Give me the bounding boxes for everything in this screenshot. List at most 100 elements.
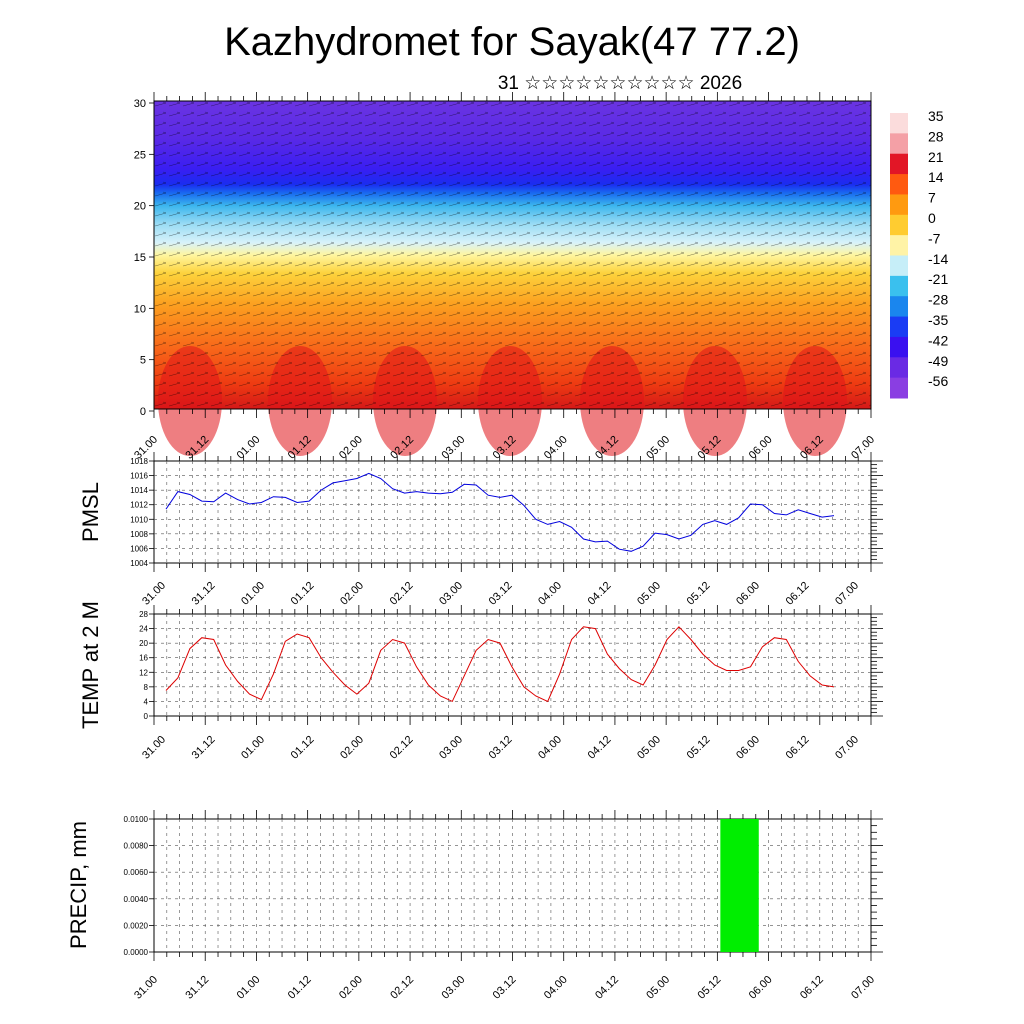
- x-tick-label: 06.12: [784, 580, 812, 608]
- x-tick-label: 06.00: [747, 434, 775, 462]
- y-tick-label: 24: [139, 625, 148, 634]
- x-tick-label: 02.00: [337, 434, 365, 462]
- precip-panel: 0.0000 0.0020 0.0040 0.0060 0.0080 0.0100 PREC…: [66, 810, 883, 1002]
- x-tick-label: 03.00: [439, 434, 467, 462]
- y-tick-label: 20: [139, 639, 148, 648]
- x-tick-label: 01.12: [286, 974, 314, 1002]
- x-tick-label: 02.12: [388, 974, 416, 1002]
- colorbar-swatch: [890, 255, 908, 277]
- colorbar-swatch: [890, 113, 908, 134]
- x-tick-label: 01.00: [239, 580, 267, 608]
- x-tick-label: 04.00: [536, 580, 564, 608]
- data-line: [165, 472, 835, 552]
- x-tick-label: 02.12: [388, 734, 416, 762]
- x-tick-label: 04.00: [542, 974, 570, 1002]
- colorbar-label: -56: [928, 373, 948, 389]
- colorbar-label: -14: [928, 251, 948, 267]
- y-tick-label: 1016: [130, 472, 148, 481]
- y-tick-label: 0: [140, 406, 146, 418]
- x-tick-label: 05.12: [696, 974, 724, 1002]
- x-tick-label: 07.00: [849, 434, 877, 462]
- x-tick-label: 04.12: [586, 580, 614, 608]
- x-tick-label: 03.00: [437, 734, 465, 762]
- x-tick-label: 05.00: [635, 580, 663, 608]
- x-tick-label: 07.00: [833, 734, 861, 762]
- y-tick-label: 4: [144, 697, 149, 706]
- colorbar-swatch: [890, 214, 908, 236]
- y-tick-label: 10: [134, 303, 146, 315]
- y-tick-label: 15: [134, 252, 146, 264]
- chart-title: Kazhydromet for Sayak(47 77.2): [224, 20, 800, 64]
- y-tick-label: 0.0100: [124, 815, 149, 824]
- data-line: [165, 626, 835, 703]
- y-tick-label: 1018: [130, 457, 148, 466]
- precip-bar: [720, 819, 759, 952]
- x-tick-label: 31.00: [140, 734, 168, 762]
- y-tick-label: 12: [139, 668, 148, 677]
- x-tick-label: 06.00: [734, 580, 762, 608]
- x-tick-label: 31.00: [140, 580, 168, 608]
- x-tick-label: 04.12: [593, 974, 621, 1002]
- colorbar-swatch: [890, 296, 908, 318]
- x-tick-label: 07.00: [849, 974, 877, 1002]
- y-tick-label: 1008: [130, 530, 148, 539]
- y-tick-label: 28: [139, 610, 148, 619]
- y-tick-label: 8: [144, 683, 149, 692]
- colorbar-swatch: [890, 336, 908, 358]
- x-tick-label: 04.00: [542, 434, 570, 462]
- x-tick-label: 05.00: [644, 974, 672, 1002]
- colorbar-label: 7: [928, 190, 936, 206]
- y-tick-label: 1012: [130, 501, 148, 510]
- x-tick-label: 03.12: [487, 580, 515, 608]
- x-tick-label: 05.00: [635, 734, 663, 762]
- y-tick-label: 16: [139, 654, 148, 663]
- colorbar-swatch: [890, 275, 908, 297]
- colorbar-swatch: [890, 377, 908, 399]
- colorbar-label: 28: [928, 128, 944, 144]
- x-tick-label: 02.12: [388, 580, 416, 608]
- x-tick-label: 31.12: [190, 580, 218, 608]
- chart-subtitle: 31 ☆☆☆☆☆☆☆☆☆☆ 2026: [497, 73, 743, 94]
- x-tick-label: 04.12: [586, 734, 614, 762]
- x-tick-label: 02.00: [338, 734, 366, 762]
- colorbar-swatch: [890, 316, 908, 338]
- x-tick-label: 01.12: [289, 734, 317, 762]
- pmsl-panel: 1004 1006 1008 1010 1012 1014 1016 1018 PMSL 31.0…: [78, 452, 883, 608]
- colorbar-label: -35: [928, 312, 948, 328]
- colorbar-swatch: [890, 153, 908, 175]
- colorbar-label: -42: [928, 332, 948, 348]
- wind-vectors: [154, 101, 871, 409]
- x-tick-label: 06.00: [734, 734, 762, 762]
- x-tick-label: 05.12: [685, 734, 713, 762]
- x-tick-label: 07.00: [833, 580, 861, 608]
- colorbar-label: 14: [928, 169, 944, 185]
- y-tick-label: 0: [144, 712, 149, 721]
- x-tick-label: 01.00: [239, 734, 267, 762]
- x-tick-label: 06.00: [747, 974, 775, 1002]
- colorbar-swatch: [890, 174, 908, 195]
- colorbar-swatch: [890, 194, 908, 216]
- x-tick-label: 05.00: [644, 434, 672, 462]
- temp-2m-panel: 0 4 8 12 16 20 24 28 TEMP at 2 M 31.00 31.12 01.00 0…: [78, 601, 883, 762]
- x-tick-label: 01.00: [235, 974, 263, 1002]
- y-axis-label: PMSL: [78, 482, 103, 542]
- y-tick-label: 0.0000: [124, 948, 149, 957]
- colorbar-swatch: [890, 235, 908, 256]
- y-tick-label: 1014: [130, 486, 148, 495]
- x-tick-label: 31.12: [183, 974, 211, 1002]
- colorbar-label: 0: [928, 210, 936, 226]
- y-axis-label: PRECIP, mm: [66, 821, 91, 949]
- x-tick-label: 04.00: [536, 734, 564, 762]
- colorbar-label: -21: [928, 271, 948, 287]
- x-tick-label: 01.00: [235, 434, 263, 462]
- y-tick-label: 0.0060: [124, 868, 149, 877]
- colorbar-label: -28: [928, 292, 948, 308]
- colorbar-label: -7: [928, 230, 941, 246]
- colorbar-swatch: [890, 133, 908, 155]
- y-tick-label: 30: [134, 98, 146, 110]
- x-tick-label: 05.12: [685, 580, 713, 608]
- x-tick-label: 31.12: [190, 734, 218, 762]
- y-tick-label: 1004: [130, 559, 148, 568]
